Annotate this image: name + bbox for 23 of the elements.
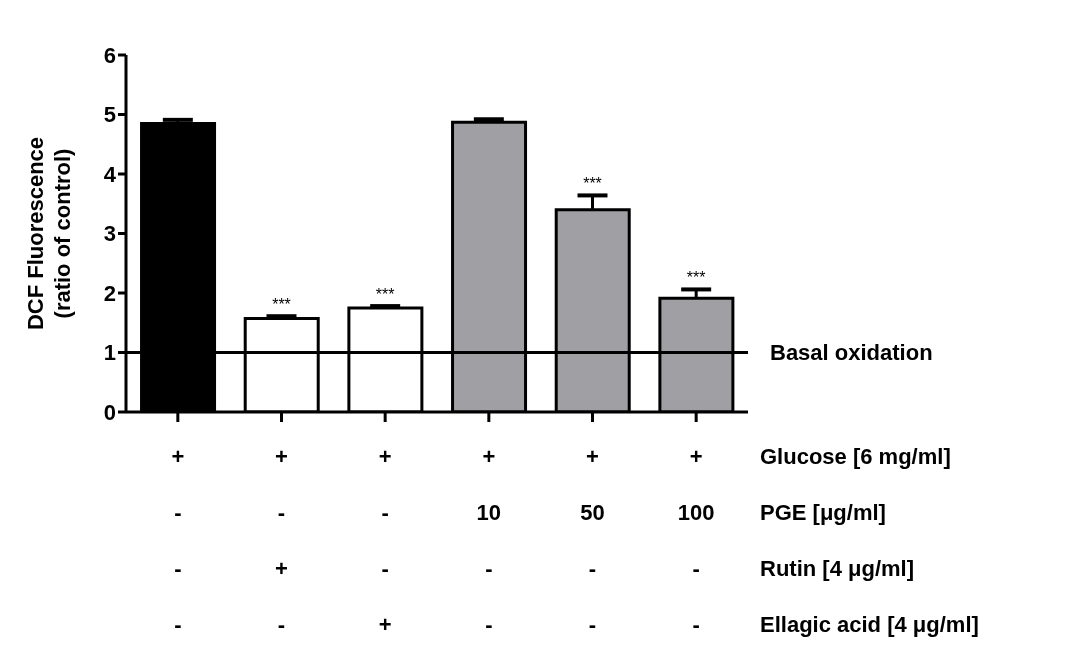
annotation: ***: [272, 296, 291, 314]
y-tick-label: 0: [103, 399, 116, 425]
annotation: ***: [375, 286, 395, 304]
category-label: + 10 - -: [476, 444, 502, 637]
text: Glucose [6 mg/ml]: [760, 444, 951, 469]
y-tick-label: 2: [103, 280, 116, 306]
text: Ellagic acid [4 μg/ml]: [760, 612, 979, 637]
y-tick-label: 4: [103, 161, 117, 187]
annotation: ***: [686, 269, 706, 287]
y-tick-label: 6: [103, 42, 116, 68]
ref-line-label: Basal oxidation: [770, 340, 933, 366]
category-label: + - - -: [171, 444, 185, 637]
annotation: ***: [583, 175, 602, 193]
y-tick-label: 1: [103, 340, 116, 366]
category-label: + - + -: [275, 444, 288, 637]
category-label: + 100 - -: [677, 444, 715, 637]
y-tick-label: 5: [103, 102, 116, 128]
y-axis-title: DCF Fluorescence (ratio of control): [23, 136, 75, 331]
text: PGE [μg/ml]: [760, 500, 886, 525]
y-tick-label: 3: [103, 221, 116, 247]
category-label: + 50 - -: [580, 444, 605, 637]
category-label: + - - +: [378, 444, 392, 637]
text: Rutin [4 μg/ml]: [760, 556, 914, 581]
